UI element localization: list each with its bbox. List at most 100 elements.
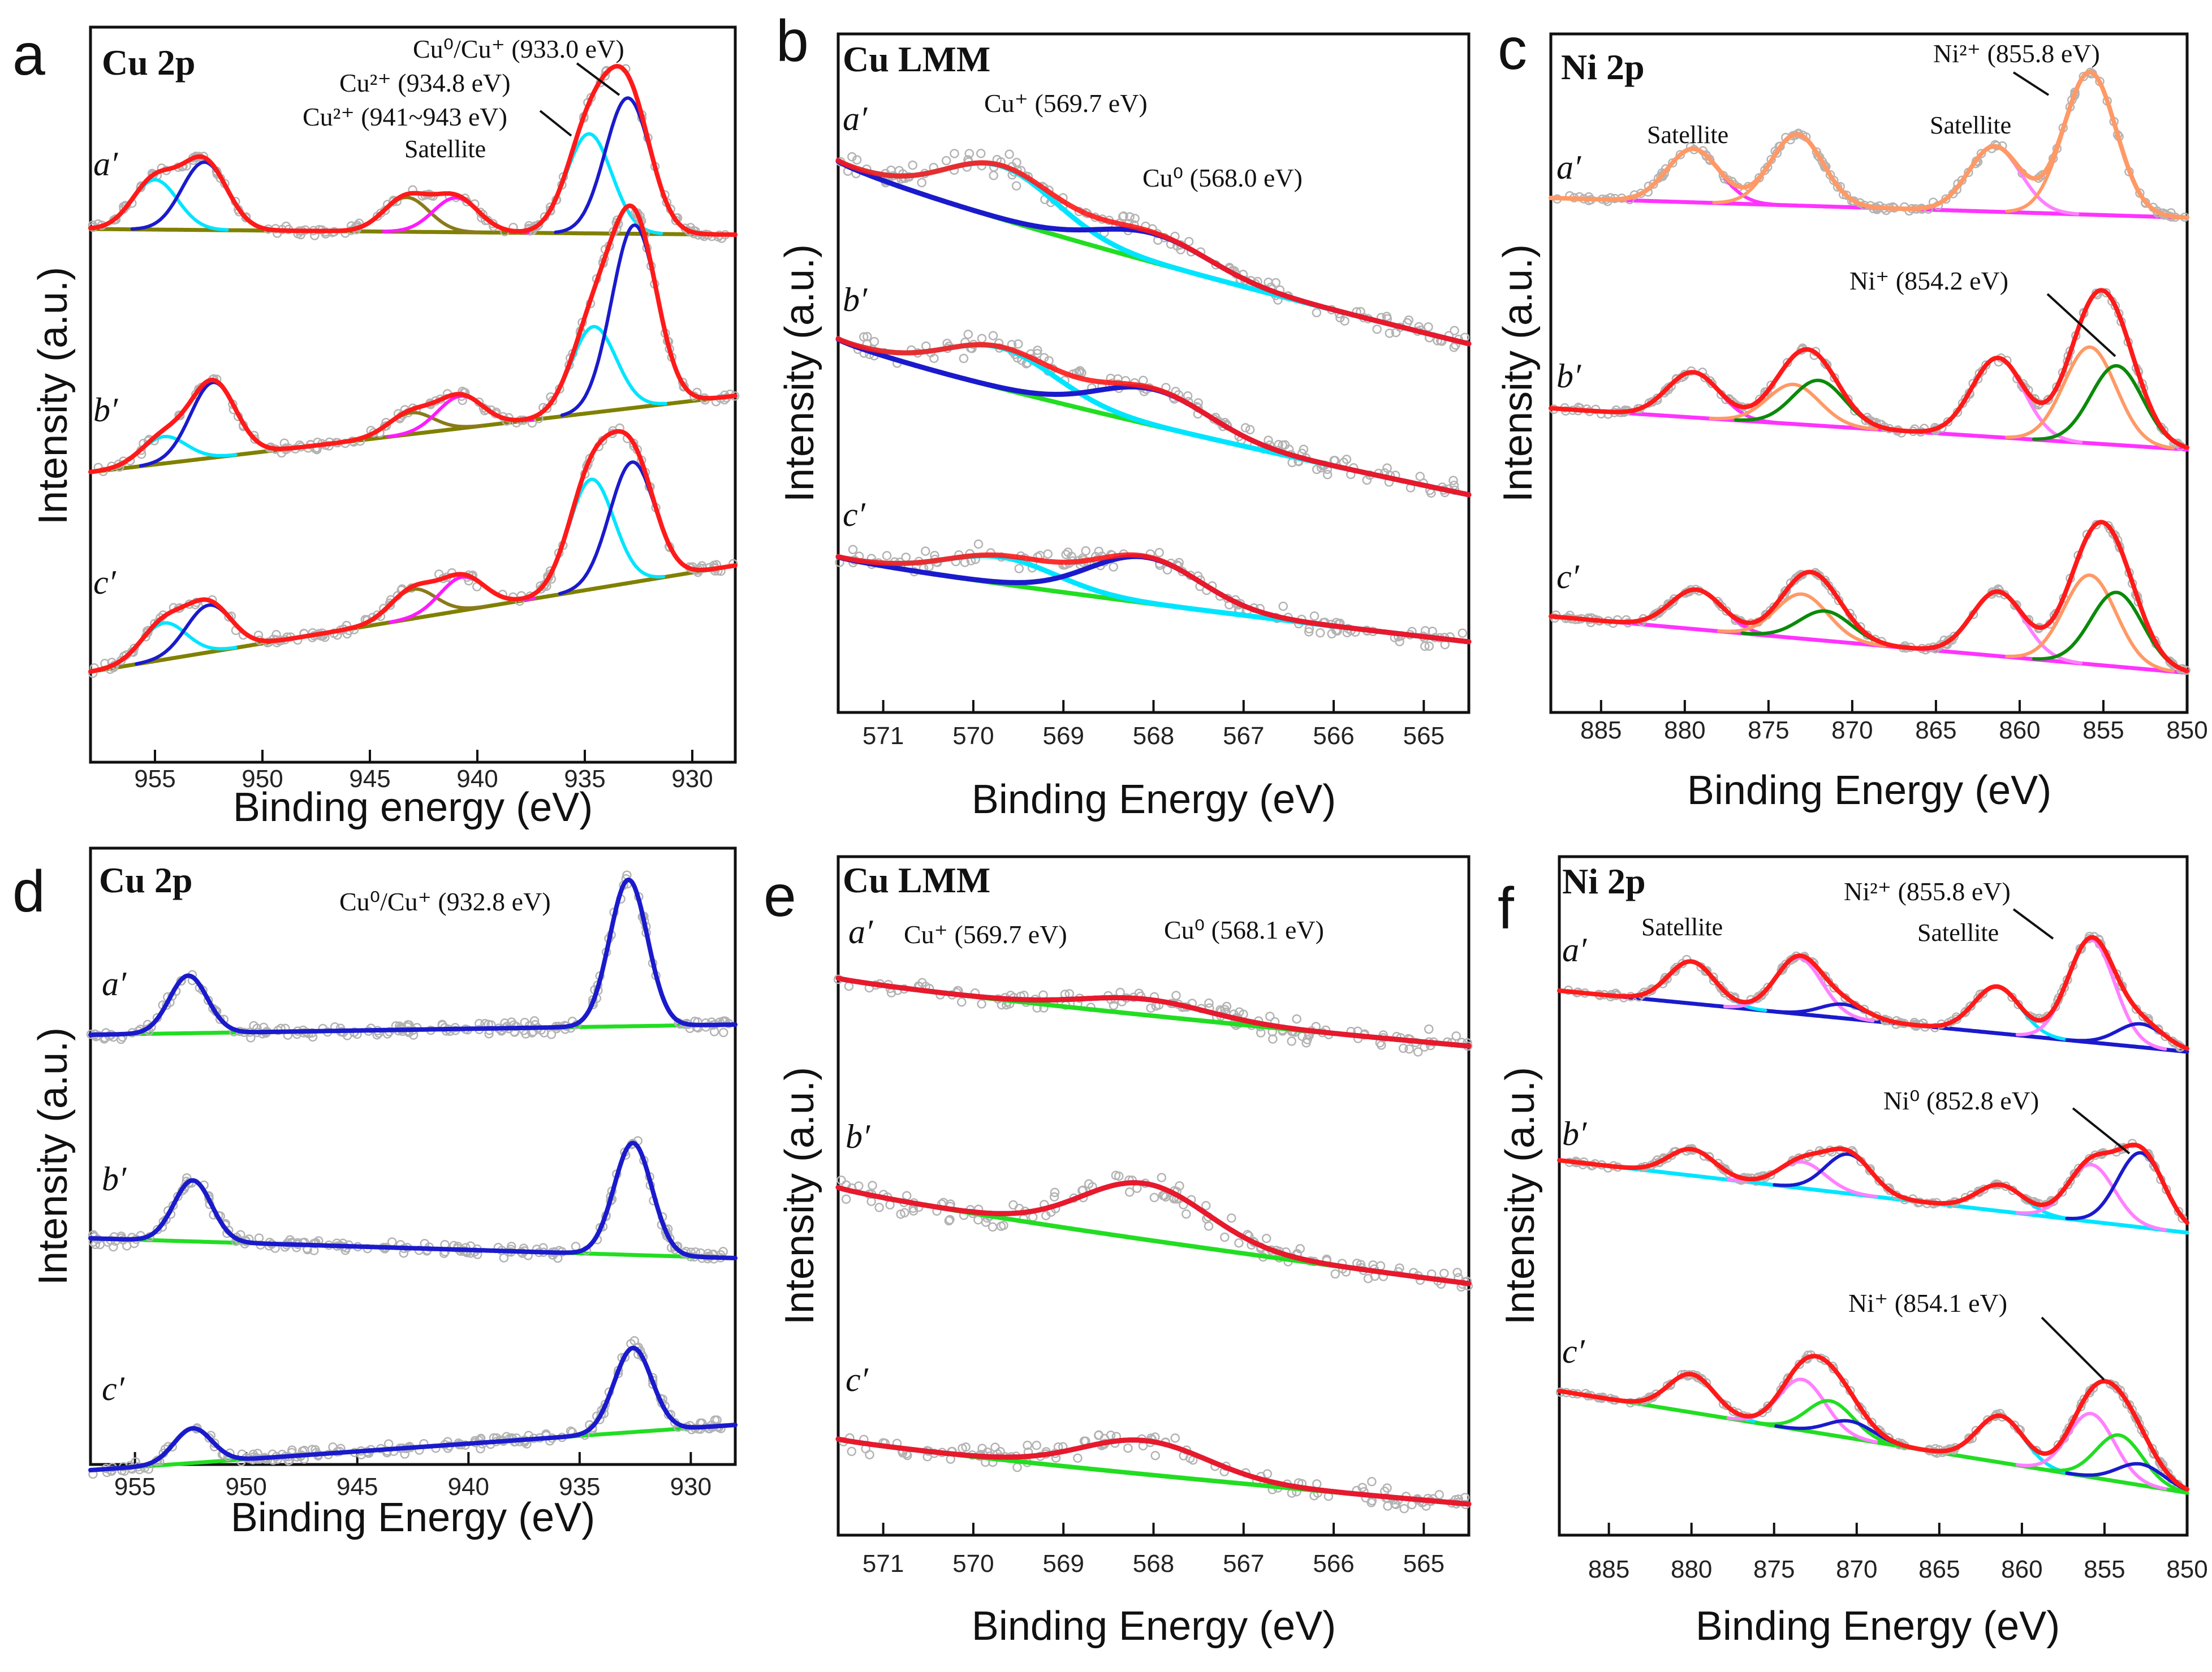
- panel-e-annot-cu0: Cu⁰ (568.1 eV): [1164, 915, 1324, 944]
- panel-e-trace-2-point-17: [1012, 1462, 1022, 1472]
- panel-e-trace-0-point-138: [1222, 1001, 1232, 1012]
- panel-a-trace-0-point-92: [136, 183, 145, 193]
- panel-d-trace-1-point-145: [109, 1242, 118, 1252]
- panel-e-trace-1-point-62: [973, 1215, 983, 1225]
- panel-e-trace-2-point-111: [1262, 1469, 1273, 1479]
- panel-d-trace-2-point-22: [210, 1438, 219, 1448]
- panel-e-trace-1-point-80: [1028, 1212, 1038, 1222]
- panel-e-trace-1-point-121: [981, 1217, 991, 1227]
- panel-c-xtick-label-6: 855: [2082, 716, 2124, 744]
- panel-b-trace-1-point-77: [988, 331, 998, 340]
- panel-c-trace-1-peak-4: [2005, 345, 2175, 450]
- panel-d-trace-2-point-122: [328, 1442, 338, 1452]
- panel-f-plot: 885 880 875 870 865 860 855 850: [1555, 931, 2208, 1583]
- panel-b-trace-0-point-129: [1340, 316, 1349, 326]
- panel-e-trace-1-point-136: [908, 1206, 919, 1216]
- panel-f-annot-ni2: Ni²⁺ (855.8 eV): [1844, 877, 2011, 906]
- panel-f-trace-0-point-131: [1702, 966, 1712, 976]
- panel-a: a Cu 2p 955 950 945 940 935 930 a′ b′ c′ Cu⁰/…: [12, 22, 740, 830]
- panel-b-trace-1-point-83: [863, 331, 872, 342]
- panel-d-trace-2-envelope: [88, 1345, 738, 1472]
- panel-b-trace-2-point-22: [1043, 549, 1053, 559]
- panel-d-trace-1-peak-1: [571, 1141, 696, 1258]
- panel-d-letter: d: [12, 859, 45, 924]
- panel-e-trace-0-point-119: [844, 981, 854, 991]
- panel-c-trace-0-point-52: [1941, 194, 1951, 204]
- panel-d-xtick-label-4: 935: [559, 1473, 600, 1501]
- panel-b-trace-2-point-8: [1278, 601, 1288, 611]
- panel-e-trace-1-point-92: [1439, 1268, 1449, 1278]
- panel-a-trace-2-point-126: [127, 647, 137, 657]
- panel-b-trace-0-point-125: [1011, 181, 1021, 191]
- panel-b-trace-1-point-106: [1183, 391, 1193, 401]
- panel-b-frame: [836, 32, 1471, 714]
- panel-b-letter: b: [776, 8, 809, 74]
- panel-c-letter: c: [1498, 16, 1527, 82]
- panel-e-trace-1-point-66: [1149, 1193, 1159, 1203]
- panel-f: f Ni 2p 885 880 875 870 865 860 855 850 a′ b′ c…: [1498, 855, 2208, 1649]
- panel-c-trace-c: c′: [1556, 558, 1580, 595]
- panel-b-trace-0-envelope: [835, 158, 1472, 347]
- panel-d-trace-0-point-199: [718, 1027, 728, 1038]
- panel-a-trace-c: c′: [93, 564, 117, 601]
- panel-b-trace-1-point-12: [1245, 425, 1255, 435]
- panel-f-trace-2-point-145: [1722, 1401, 1732, 1411]
- panel-b-trace-2-point-29: [848, 545, 858, 555]
- panel-e-trace-2-point-56: [1073, 1453, 1083, 1463]
- panel-b-trace-1-point-69: [1322, 470, 1333, 479]
- panel-f-annot-satellite-1: Satellite: [1641, 913, 1723, 941]
- panel-e-trace-1-point-119: [1227, 1213, 1236, 1223]
- panel-e-trace-0-point-125: [1109, 1000, 1119, 1010]
- panel-c-trace-0-point-87: [1675, 150, 1685, 159]
- panel-b-trace-2-envelope: [835, 552, 1472, 645]
- panel-d-xtick-label-3: 940: [448, 1473, 489, 1501]
- panel-e-trace-0-point-8: [1424, 1024, 1434, 1034]
- panel-e-trace-c: c′: [846, 1361, 869, 1398]
- panel-d-trace-2-point-141: [629, 1336, 639, 1346]
- panel-d-trace-1-envelope: [88, 1140, 738, 1260]
- panel-b-trace-1-point-62: [1382, 463, 1392, 473]
- panel-b-trace-1-point-117: [1014, 339, 1023, 349]
- panel-c-trace-2-envelope: [1549, 520, 2189, 673]
- panel-f-trace-2-peak-6: [2043, 1433, 2188, 1494]
- panel-c-xtick-label-4: 865: [1915, 716, 1956, 744]
- panel-c-trace-1-envelope: [1549, 288, 2189, 450]
- panel-f-trace-0-point-108: [1659, 975, 1669, 985]
- panel-c-xlabel: Binding Energy (eV): [1687, 768, 2051, 813]
- panel-b-trace-2-point-117: [1014, 564, 1024, 573]
- panel-a-xtick-label-2: 945: [349, 765, 390, 793]
- panel-a-xtick-label-4: 935: [564, 765, 605, 793]
- panel-b-trace-1-envelope: [835, 336, 1472, 498]
- panel-b-trace-0-point-122: [852, 155, 862, 165]
- panel-b-trace-1-point-75: [963, 330, 973, 339]
- panel-e-xtick-label-6: 565: [1403, 1550, 1445, 1578]
- panel-f-annot-ni0: Ni⁰ (852.8 eV): [1883, 1086, 2039, 1115]
- panel-e-trace-0-point-5: [1204, 998, 1214, 1008]
- panel-f-xtick-label-3: 870: [1836, 1556, 1877, 1583]
- panel-b-trace-0-point-5: [908, 160, 917, 170]
- panel-b-trace-2-point-66: [1309, 611, 1320, 621]
- panel-b-trace-c: c′: [843, 496, 866, 533]
- panel-a-xtick-label-0: 955: [134, 765, 175, 793]
- panel-e-trace-2-point-36: [1312, 1479, 1322, 1489]
- panel-c-trace-1-point-127: [1663, 383, 1674, 392]
- panel-b-trace-0-point-96: [1424, 322, 1433, 332]
- panel-b-xtick-label-6: 565: [1403, 722, 1445, 750]
- panel-d-trace-0-peak-1: [566, 878, 691, 1029]
- panel-f-xtick-label-5: 860: [2001, 1556, 2042, 1583]
- panel-e-trace-1-point-86: [988, 1222, 998, 1232]
- panel-c-ylabel: Intensity (a.u.): [1495, 244, 1541, 502]
- panel-d-trace-0-envelope: [88, 878, 738, 1037]
- panel-e-trace-2-point-32: [1023, 1440, 1032, 1450]
- panel-f-annot-satellite-2: Satellite: [1917, 919, 1999, 947]
- panel-b-trace-a: a′: [843, 100, 868, 137]
- panel-c-trace-1-point-140: [2091, 288, 2101, 298]
- panel-c-trace-1-point-113: [1820, 358, 1830, 368]
- panel-e-trace-1-point-96: [868, 1181, 877, 1190]
- panel-e-trace-1-point-90: [1041, 1211, 1051, 1221]
- panel-a-annot-satellite: Satellite: [404, 135, 486, 163]
- panel-d-xtick-label-5: 930: [670, 1473, 712, 1501]
- panel-f-trace-0-point-118: [1670, 965, 1680, 974]
- panel-e-trace-1-point-97: [945, 1215, 955, 1225]
- panel-e: e Cu LMM 571 570 569 568 567 566 565 a′ b′ c′ …: [764, 855, 1473, 1649]
